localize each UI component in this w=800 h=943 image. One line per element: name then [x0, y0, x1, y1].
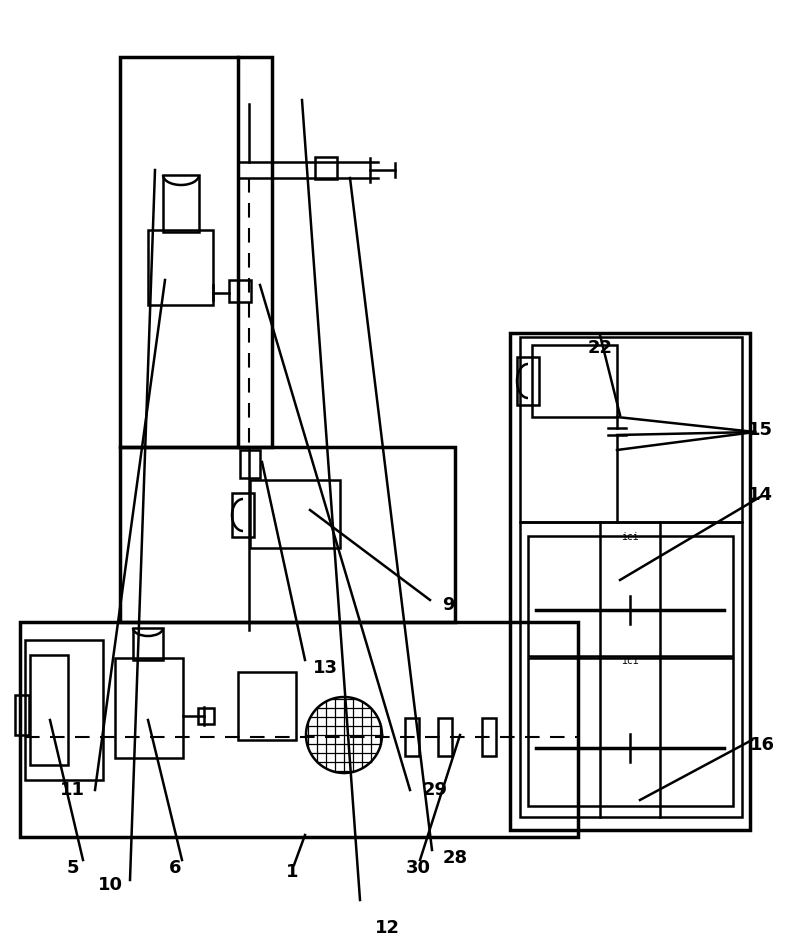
- Bar: [438, 718, 452, 756]
- Bar: [528, 536, 733, 656]
- Text: ici: ici: [621, 532, 639, 542]
- Text: 30: 30: [406, 859, 430, 877]
- Text: 9: 9: [442, 596, 454, 614]
- Bar: [520, 522, 742, 817]
- Bar: [232, 493, 254, 537]
- Text: 14: 14: [747, 486, 773, 504]
- Text: 12: 12: [374, 919, 399, 937]
- Bar: [20, 622, 578, 837]
- Bar: [30, 655, 68, 765]
- Bar: [133, 628, 163, 660]
- Bar: [240, 450, 260, 478]
- Bar: [482, 718, 496, 756]
- Bar: [528, 658, 733, 806]
- Text: 11: 11: [59, 781, 85, 799]
- Bar: [120, 447, 455, 622]
- Bar: [163, 175, 199, 232]
- Text: 28: 28: [442, 849, 467, 867]
- Bar: [148, 230, 213, 305]
- Bar: [517, 357, 539, 405]
- Bar: [25, 640, 103, 780]
- Bar: [238, 672, 296, 740]
- Text: 15: 15: [747, 421, 773, 439]
- Bar: [532, 345, 617, 417]
- Bar: [15, 695, 29, 735]
- Bar: [250, 480, 340, 548]
- Bar: [315, 157, 337, 179]
- Bar: [198, 708, 214, 724]
- Bar: [405, 718, 419, 756]
- Text: 29: 29: [422, 781, 447, 799]
- Text: 22: 22: [587, 339, 613, 357]
- Bar: [510, 333, 750, 830]
- Text: 13: 13: [313, 659, 338, 677]
- Text: 10: 10: [98, 876, 122, 894]
- Text: ici: ici: [621, 656, 639, 666]
- Bar: [229, 280, 251, 302]
- Bar: [120, 57, 272, 447]
- Bar: [520, 337, 742, 522]
- Bar: [115, 658, 183, 758]
- Text: 6: 6: [169, 859, 182, 877]
- Text: 5: 5: [66, 859, 79, 877]
- Text: 16: 16: [750, 736, 774, 754]
- Text: 1: 1: [286, 863, 298, 881]
